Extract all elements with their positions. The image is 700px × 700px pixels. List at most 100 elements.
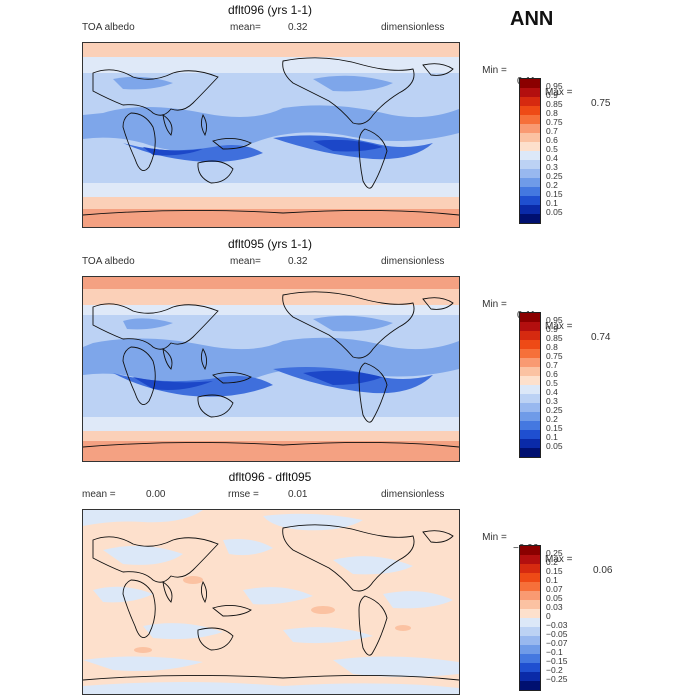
colorbar-tick-label: 0.15 [546, 189, 563, 199]
colorbar-swatch [520, 88, 540, 97]
colorbar-swatch [520, 169, 540, 178]
colorbar-tick-label: −0.1 [546, 647, 563, 657]
colorbar-swatch [520, 609, 540, 618]
colorbar-swatch [520, 385, 540, 394]
colorbar-tick-label: 0.95 [546, 315, 563, 325]
colorbar-swatch [520, 187, 540, 196]
colorbar-tick-label: 0.15 [546, 423, 563, 433]
colorbar-tick-label: 0.25 [546, 548, 563, 558]
colorbar-swatch [520, 331, 540, 340]
colorbar-swatch [520, 322, 540, 331]
variable-label: TOA albedo [82, 22, 135, 33]
map-canvas [83, 510, 459, 694]
colorbar-tick-label: 0.75 [546, 117, 563, 127]
colorbar-swatch [520, 196, 540, 205]
mean-label: mean = [82, 489, 116, 500]
colorbar-tick-label: 0.05 [546, 441, 563, 451]
colorbar-swatch [520, 151, 540, 160]
colorbar-swatch [520, 403, 540, 412]
colorbar-tick-label: −0.03 [546, 620, 568, 630]
units-label: dimensionless [381, 22, 445, 33]
mean-label: mean= [230, 22, 261, 33]
colorbar-tick-label: 0.4 [546, 387, 558, 397]
colorbar-tick-label: 0.4 [546, 153, 558, 163]
colorbar-tick-label: 0.5 [546, 144, 558, 154]
colorbar-swatch [520, 412, 540, 421]
colorbar-swatch [520, 142, 540, 151]
colorbar-tick-label: 0.1 [546, 575, 558, 585]
colorbar-swatch [520, 349, 540, 358]
colorbar-swatch [520, 448, 540, 457]
colorbar-tick-label: 0.05 [546, 593, 563, 603]
colorbar-tick-label: 0 [546, 611, 551, 621]
colorbar-swatch [520, 645, 540, 654]
albedo-map [82, 42, 460, 228]
colorbar-swatch [520, 654, 540, 663]
colorbar-tick-label: −0.2 [546, 665, 563, 675]
max-value: 0.74 [591, 332, 611, 343]
colorbar-tick-label: 0.8 [546, 342, 558, 352]
colorbar-tick-label: 0.2 [546, 180, 558, 190]
colorbar-swatch [520, 430, 540, 439]
colorbar-swatch [520, 394, 540, 403]
colorbar-tick-label: −0.25 [546, 674, 568, 684]
panel-title: dflt096 (yrs 1-1) [227, 3, 313, 17]
variable-label: TOA albedo [82, 256, 135, 267]
colorbar-swatch [520, 439, 540, 448]
colorbar-swatch [520, 573, 540, 582]
colorbar-tick-label: 0.15 [546, 566, 563, 576]
rmse-value: 0.01 [288, 489, 308, 500]
colorbar-tick-label: 0.75 [546, 351, 563, 361]
colorbar-swatch [520, 124, 540, 133]
min-max-readout: Min = 0.11 Max = 0.74 [471, 288, 610, 354]
map-canvas [83, 277, 459, 461]
colorbar-swatch [520, 367, 540, 376]
colorbar-tick-label: 0.85 [546, 99, 563, 109]
colorbar [519, 78, 541, 224]
colorbar-tick-label: 0.5 [546, 378, 558, 388]
colorbar-swatch [520, 672, 540, 681]
colorbar-tick-label: 0.9 [546, 324, 558, 334]
mean-value: 0.00 [146, 489, 166, 500]
colorbar-tick-label: 0.2 [546, 414, 558, 424]
colorbar-swatch [520, 600, 540, 609]
colorbar-tick-label: 0.2 [546, 557, 558, 567]
colorbar-swatch [520, 214, 540, 223]
colorbar-swatch [520, 205, 540, 214]
colorbar-swatch [520, 133, 540, 142]
colorbar-swatch [520, 178, 540, 187]
max-label: Max = [545, 321, 573, 332]
colorbar-tick-label: −0.15 [546, 656, 568, 666]
colorbar-tick-label: 0.1 [546, 432, 558, 442]
colorbar-swatch [520, 591, 540, 600]
colorbar-tick-label: 0.07 [546, 584, 563, 594]
colorbar-tick-label: 0.8 [546, 108, 558, 118]
colorbar-swatch [520, 681, 540, 690]
colorbar-swatch [520, 582, 540, 591]
colorbar-tick-label: 0.7 [546, 360, 558, 370]
units-label: dimensionless [381, 256, 445, 267]
mean-label: mean= [230, 256, 261, 267]
min-max-readout: Min = −0.06 Max = 0.06 [471, 521, 612, 587]
colorbar-swatch [520, 358, 540, 367]
max-label: Max = [545, 87, 573, 98]
colorbar-tick-label: 0.3 [546, 162, 558, 172]
min-label: Min = [482, 532, 507, 543]
colorbar-swatch [520, 636, 540, 645]
colorbar-tick-label: 0.85 [546, 333, 563, 343]
colorbar-tick-label: 0.03 [546, 602, 563, 612]
map-canvas [83, 43, 459, 227]
colorbar-swatch [520, 618, 540, 627]
colorbar-tick-label: 0.25 [546, 405, 563, 415]
min-label: Min = [482, 299, 507, 310]
difference-map [82, 509, 460, 695]
coastlines [83, 291, 459, 448]
colorbar-swatch [520, 97, 540, 106]
season-label: ANN [510, 8, 554, 30]
max-value: 0.75 [591, 98, 611, 109]
colorbar-swatch [520, 546, 540, 555]
albedo-map [82, 276, 460, 462]
colorbar-tick-label: 0.7 [546, 126, 558, 136]
units-label: dimensionless [381, 489, 445, 500]
coastlines [83, 57, 459, 216]
